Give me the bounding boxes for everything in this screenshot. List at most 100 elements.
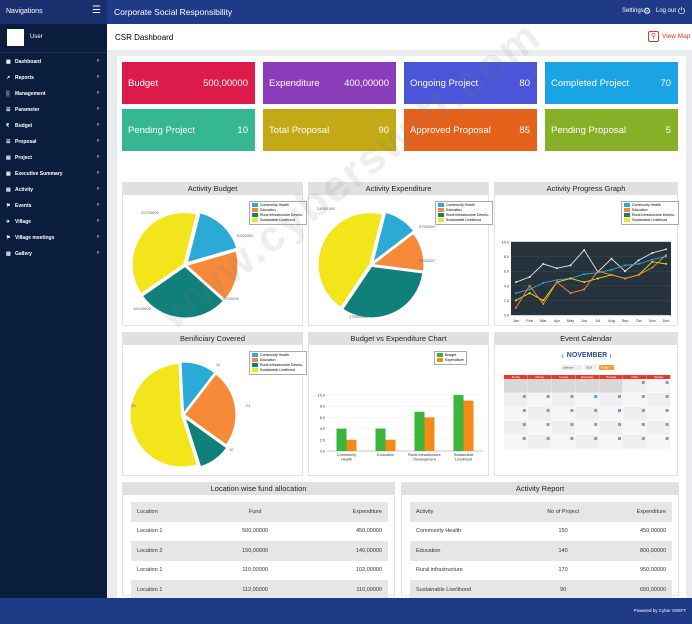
- table-row[interactable]: Location 1 110,00000 102,00000: [131, 560, 388, 580]
- column-header[interactable]: Expenditure: [352, 508, 382, 515]
- calendar-cell[interactable]: [646, 421, 671, 435]
- pie-slice[interactable]: [183, 415, 229, 468]
- pie-slice[interactable]: [370, 232, 425, 273]
- bar[interactable]: [463, 400, 474, 451]
- stat-card[interactable]: Pending Proposal 5: [545, 109, 678, 151]
- data-point[interactable]: [637, 259, 640, 262]
- sidebar-item-management[interactable]: ▒ Management ‹: [0, 87, 107, 101]
- logout-link[interactable]: Log out: [656, 8, 677, 14]
- avatar[interactable]: [7, 29, 24, 46]
- data-point[interactable]: [515, 299, 517, 302]
- table-row[interactable]: Location 1 112,00000 110,00000: [131, 580, 388, 600]
- bar[interactable]: [385, 439, 396, 451]
- calendar-cell[interactable]: [599, 407, 623, 421]
- settings-link[interactable]: Settings: [622, 8, 644, 14]
- power-icon[interactable]: ⏻: [678, 6, 686, 16]
- view-map-link[interactable]: View Map: [662, 33, 691, 40]
- sidebar-item-reports[interactable]: ↗ Reports ‹: [0, 71, 107, 85]
- table-row[interactable]: Location 1 500,00000 450,00000: [131, 521, 388, 541]
- pie-slice[interactable]: [371, 211, 416, 265]
- pie-slice[interactable]: [184, 249, 239, 301]
- map-icon[interactable]: ⚲: [648, 31, 659, 42]
- bar[interactable]: [336, 428, 347, 451]
- sidebar-item-events[interactable]: ⚑ Events ‹: [0, 199, 107, 213]
- pie-slice[interactable]: [186, 211, 238, 264]
- calendar-cell[interactable]: [551, 407, 576, 421]
- sidebar-item-gallery[interactable]: ▧ Gallery ‹: [0, 247, 107, 261]
- pie-slice[interactable]: [141, 265, 225, 319]
- column-header[interactable]: Location: [137, 508, 158, 515]
- table-row[interactable]: Sustainable Livelihood 90 650,00000: [410, 580, 672, 600]
- data-point[interactable]: [583, 249, 586, 252]
- calendar-cell[interactable]: [575, 407, 599, 421]
- data-point[interactable]: [637, 273, 640, 276]
- data-point[interactable]: [651, 260, 654, 263]
- data-point[interactable]: [610, 273, 613, 276]
- stat-card[interactable]: Total Proposal 90: [263, 109, 396, 151]
- data-point[interactable]: [651, 266, 654, 269]
- data-point[interactable]: [515, 292, 517, 295]
- data-point[interactable]: [528, 292, 531, 295]
- calendar-cell[interactable]: [623, 379, 647, 393]
- pie-slice[interactable]: [131, 211, 198, 296]
- calendar-cell[interactable]: [504, 421, 528, 435]
- calendar-cell[interactable]: [623, 421, 647, 435]
- sidebar-item-parameter[interactable]: ☰ Parameter ‹: [0, 103, 107, 117]
- table-row[interactable]: Community Health 150 450,00000: [410, 521, 672, 541]
- pie-slice[interactable]: [179, 361, 217, 416]
- data-point[interactable]: [583, 281, 586, 284]
- data-point[interactable]: [624, 264, 627, 267]
- calendar-cell[interactable]: [504, 407, 528, 421]
- data-point[interactable]: [624, 277, 627, 280]
- sidebar-item-project[interactable]: ▤ Project ‹: [0, 151, 107, 165]
- hamburger-icon[interactable]: ☰: [92, 5, 101, 16]
- pie-slice[interactable]: [129, 362, 199, 468]
- stat-card[interactable]: Expenditure 400,00000: [263, 62, 396, 104]
- data-point[interactable]: [665, 254, 667, 257]
- sidebar-item-dashboard[interactable]: ▦ Dashboard ‹: [0, 55, 107, 69]
- calendar-cell[interactable]: [551, 421, 576, 435]
- column-header[interactable]: Fund: [248, 508, 262, 515]
- pie-slice[interactable]: [317, 211, 384, 309]
- column-header[interactable]: No of Project: [547, 508, 579, 515]
- calendar-cell[interactable]: [551, 379, 576, 393]
- stat-card[interactable]: Budget 500,00000: [122, 62, 255, 104]
- gear-icon[interactable]: ⚙: [643, 6, 652, 16]
- column-header[interactable]: Activity: [416, 508, 434, 515]
- data-point[interactable]: [651, 258, 654, 261]
- calendar-cell[interactable]: [575, 393, 599, 407]
- calendar-cell[interactable]: [551, 393, 576, 407]
- sidebar-item-executive-summary[interactable]: ▣ Executive Summary ‹: [0, 167, 107, 181]
- bar[interactable]: [424, 417, 435, 451]
- data-point[interactable]: [555, 267, 558, 270]
- pie-slice[interactable]: [341, 265, 424, 319]
- bar[interactable]: [346, 439, 357, 451]
- calendar-cell[interactable]: [575, 435, 599, 449]
- calendar-cell[interactable]: [504, 435, 528, 449]
- stat-card[interactable]: Ongoing Project 80: [404, 62, 537, 104]
- bar[interactable]: [453, 395, 464, 451]
- data-point[interactable]: [665, 248, 667, 251]
- data-point[interactable]: [569, 264, 572, 267]
- data-point[interactable]: [542, 281, 545, 284]
- calendar-cell[interactable]: [623, 407, 647, 421]
- data-point[interactable]: [542, 303, 545, 306]
- table-row[interactable]: Rural infrastructure 170 950,00000: [410, 560, 672, 580]
- data-point[interactable]: [651, 251, 654, 254]
- calendar-cell[interactable]: [599, 435, 623, 449]
- sidebar-item-village[interactable]: ✈ Village ‹: [0, 215, 107, 229]
- data-point[interactable]: [528, 288, 531, 291]
- bar[interactable]: [375, 428, 386, 451]
- sidebar-item-activity[interactable]: ▤ Activity ‹: [0, 183, 107, 197]
- calendar-cell[interactable]: [646, 435, 671, 449]
- calendar-button[interactable]: [599, 365, 614, 370]
- calendar-cell[interactable]: [527, 421, 552, 435]
- bar[interactable]: [414, 411, 425, 451]
- calendar-cell[interactable]: [646, 407, 671, 421]
- data-point[interactable]: [665, 262, 667, 265]
- pie-slice[interactable]: [183, 372, 237, 447]
- data-point[interactable]: [596, 270, 599, 273]
- data-point[interactable]: [542, 299, 545, 302]
- sidebar-item-village-meetings[interactable]: ⚑ Village meetings ‹: [0, 231, 107, 245]
- data-point[interactable]: [528, 276, 531, 279]
